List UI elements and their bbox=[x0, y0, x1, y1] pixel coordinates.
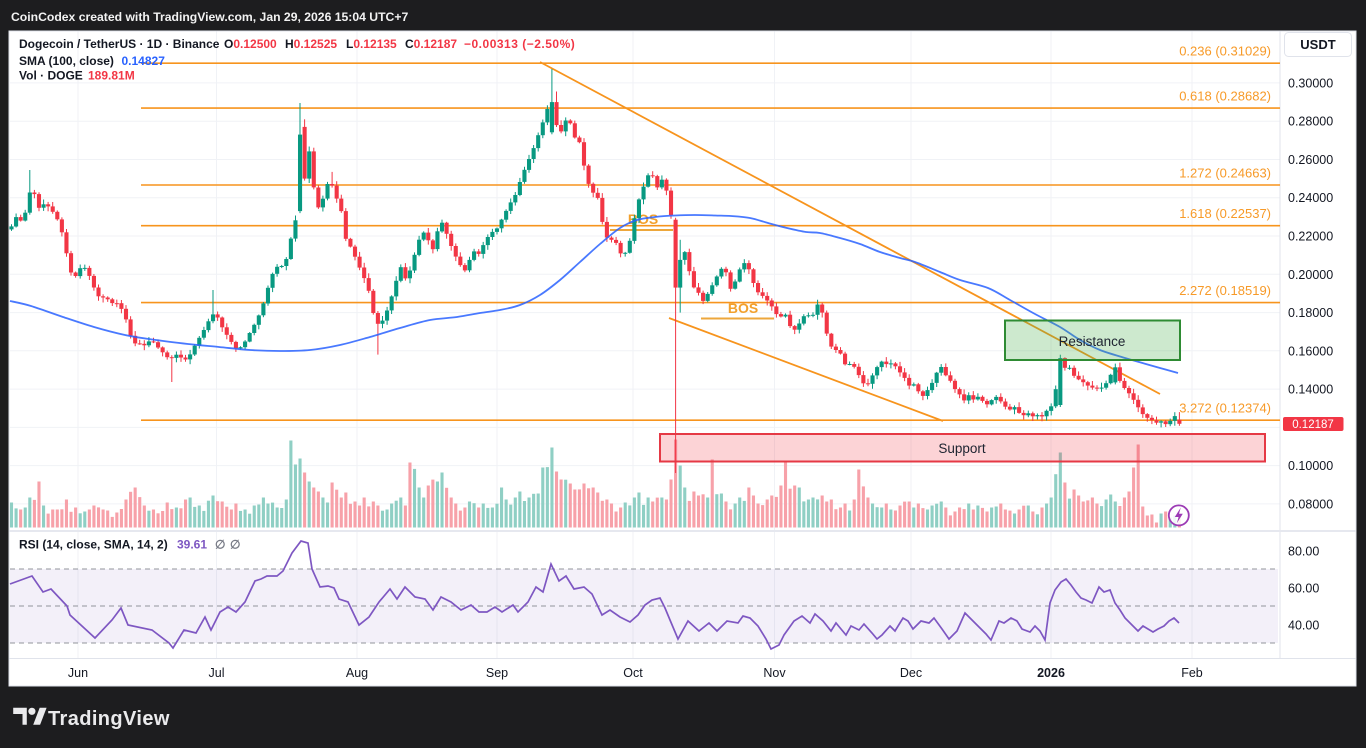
svg-text:0.14000: 0.14000 bbox=[1288, 383, 1333, 397]
svg-text:Jul: Jul bbox=[209, 666, 225, 680]
svg-text:Sep: Sep bbox=[486, 666, 508, 680]
svg-text:SMA (100, close)0.14827: SMA (100, close) 0.14827 bbox=[19, 54, 165, 68]
svg-text:Feb: Feb bbox=[1181, 666, 1203, 680]
svg-text:60.00: 60.00 bbox=[1288, 582, 1319, 596]
svg-text:Dec: Dec bbox=[900, 666, 922, 680]
svg-text:Support: Support bbox=[938, 441, 986, 456]
svg-text:Resistance: Resistance bbox=[1059, 334, 1126, 349]
svg-text:0.22000: 0.22000 bbox=[1288, 230, 1333, 244]
svg-text:BOS: BOS bbox=[728, 300, 758, 316]
svg-text:0.20000: 0.20000 bbox=[1288, 268, 1333, 282]
svg-text:Nov: Nov bbox=[763, 666, 786, 680]
svg-text:Oct: Oct bbox=[623, 666, 643, 680]
svg-text:USDT: USDT bbox=[1300, 37, 1335, 52]
svg-text:0.12187: 0.12187 bbox=[1292, 419, 1334, 431]
svg-text:2.272 (0.18519): 2.272 (0.18519) bbox=[1179, 283, 1271, 298]
svg-text:1.272 (0.24663): 1.272 (0.24663) bbox=[1179, 166, 1271, 181]
svg-text:Aug: Aug bbox=[346, 666, 368, 680]
svg-text:1.618 (0.22537): 1.618 (0.22537) bbox=[1179, 206, 1271, 221]
svg-text:CoinCodex created with Trading: CoinCodex created with TradingView.com, … bbox=[11, 10, 408, 24]
svg-text:0.28000: 0.28000 bbox=[1288, 115, 1333, 129]
svg-text:0.24000: 0.24000 bbox=[1288, 191, 1333, 205]
svg-text:RSI (14, close, SMA, 14, 2)39.: RSI (14, close, SMA, 14, 2) 39.61 ∅ ∅ bbox=[19, 538, 240, 552]
svg-text:2026: 2026 bbox=[1037, 666, 1065, 680]
svg-text:Dogecoin / TetherUS · 1D · Bin: Dogecoin / TetherUS · 1D · Binance O0.125… bbox=[19, 37, 575, 51]
svg-text:0.16000: 0.16000 bbox=[1288, 344, 1333, 358]
svg-text:40.00: 40.00 bbox=[1288, 619, 1319, 633]
svg-text:3.272 (0.12374): 3.272 (0.12374) bbox=[1179, 401, 1271, 416]
svg-text:TradingView: TradingView bbox=[48, 708, 170, 730]
svg-text:0.26000: 0.26000 bbox=[1288, 153, 1333, 167]
svg-text:0.08000: 0.08000 bbox=[1288, 497, 1333, 511]
svg-text:0.30000: 0.30000 bbox=[1288, 76, 1333, 90]
svg-text:Jun: Jun bbox=[68, 666, 88, 680]
svg-text:80.00: 80.00 bbox=[1288, 545, 1319, 559]
svg-text:0.618 (0.28682): 0.618 (0.28682) bbox=[1179, 89, 1271, 104]
svg-text:0.18000: 0.18000 bbox=[1288, 306, 1333, 320]
svg-text:0.236 (0.31029): 0.236 (0.31029) bbox=[1179, 44, 1271, 59]
svg-text:0.10000: 0.10000 bbox=[1288, 459, 1333, 473]
